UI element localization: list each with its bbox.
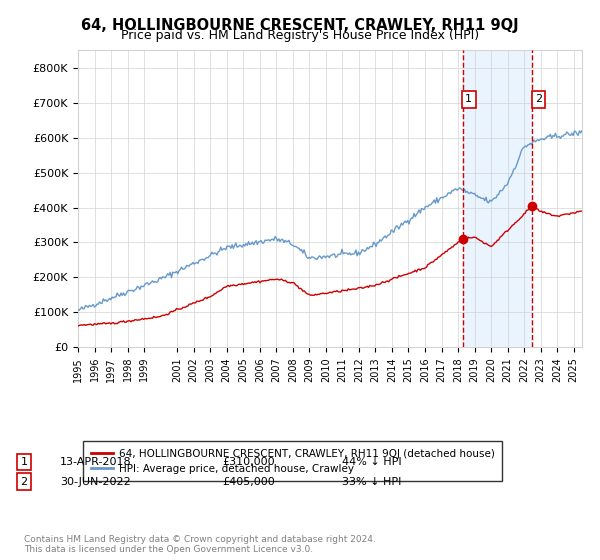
Text: 30-JUN-2022: 30-JUN-2022 <box>60 477 131 487</box>
Text: 13-APR-2018: 13-APR-2018 <box>60 457 131 467</box>
Text: Price paid vs. HM Land Registry's House Price Index (HPI): Price paid vs. HM Land Registry's House … <box>121 29 479 42</box>
Text: 1: 1 <box>20 457 28 467</box>
Bar <box>463 50 532 347</box>
Text: £310,000: £310,000 <box>222 457 275 467</box>
Text: 1: 1 <box>465 94 472 104</box>
Text: 2: 2 <box>535 94 542 104</box>
Text: 2: 2 <box>20 477 28 487</box>
Text: Contains HM Land Registry data © Crown copyright and database right 2024.
This d: Contains HM Land Registry data © Crown c… <box>24 535 376 554</box>
Legend: 64, HOLLINGBOURNE CRESCENT, CRAWLEY, RH11 9QJ (detached house), HPI: Average pri: 64, HOLLINGBOURNE CRESCENT, CRAWLEY, RH1… <box>83 441 502 481</box>
Text: £405,000: £405,000 <box>222 477 275 487</box>
Text: 33% ↓ HPI: 33% ↓ HPI <box>342 477 401 487</box>
Text: 44% ↓ HPI: 44% ↓ HPI <box>342 457 401 467</box>
Text: 64, HOLLINGBOURNE CRESCENT, CRAWLEY, RH11 9QJ: 64, HOLLINGBOURNE CRESCENT, CRAWLEY, RH1… <box>81 18 519 33</box>
